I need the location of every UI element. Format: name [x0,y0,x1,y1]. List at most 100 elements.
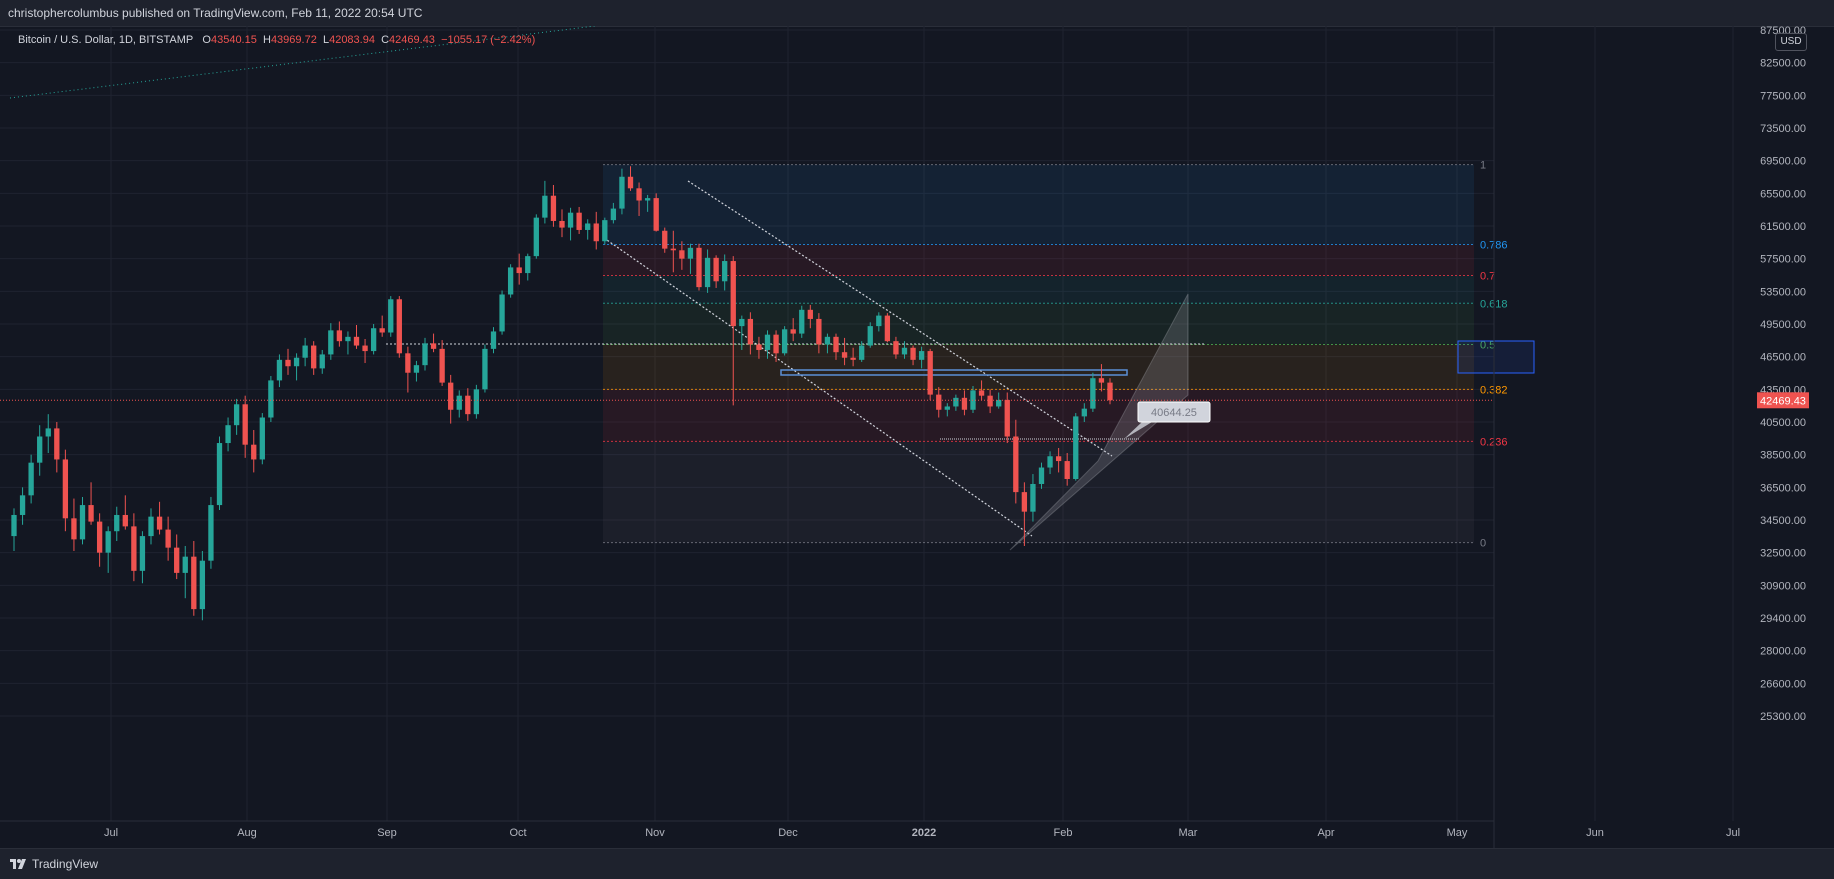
callout-pointer [1124,422,1152,439]
candle-body [884,315,891,342]
candle-body [251,444,257,460]
candle-body [422,343,428,366]
candle-body [833,336,839,353]
high-label: H [262,34,271,46]
tradingview-logo-icon [10,859,26,869]
candle-body [619,176,625,209]
candle-body [54,428,60,460]
time-tick-label: Oct [509,827,526,839]
brand-name: TradingView [32,857,99,871]
candle-body [850,357,856,360]
brand[interactable]: TradingView [10,857,98,871]
candle-body [122,514,128,527]
candle-body [268,380,274,418]
fib-zone [603,389,1474,442]
target-box [1457,340,1535,374]
candle-body [542,195,548,218]
fib-zone [603,441,1474,543]
price-tick-label: 65500.00 [1760,188,1806,200]
fib-level-label: 0.5 [1480,339,1495,351]
candle-body [773,334,779,354]
candle-body [413,365,420,373]
candle-body [1073,416,1079,480]
fib-zone [603,244,1474,276]
candle-body [311,345,317,369]
candle-body [302,345,308,358]
candle-body [233,404,240,426]
resistance-box [780,369,1128,376]
candle-body [430,343,437,349]
price-tick-label: 29400.00 [1760,613,1806,625]
candle-body [499,294,505,332]
candle-body [225,425,231,444]
candle-body [1013,436,1019,493]
time-tick-label: Jun [1586,827,1604,839]
candle-body [37,436,43,463]
symbol-legend: Bitcoin / U.S. Dollar, 1D, BITSTAMP O435… [18,34,535,46]
price-tick-label: 38500.00 [1760,450,1806,462]
candle-body [893,341,899,355]
fib-zone [603,344,1474,390]
time-axis[interactable]: Jul Aug Sep Oct Nov Dec 2022 Feb Mar Apr May Jun Jul [0,820,1740,839]
candle-body [456,395,462,410]
candle-body [516,267,522,274]
candle-body [1081,408,1087,417]
candle-body [28,462,34,496]
candle-body [533,217,539,257]
price-tick-label: 53500.00 [1760,286,1806,298]
time-tick-label: Feb [1054,827,1073,839]
price-axis[interactable]: 87500.00 82500.00 77500.00 73500.00 69500.00… [1493,26,1806,848]
callout-box [1137,401,1211,423]
close-label: C [381,34,390,46]
candle-body [276,359,283,381]
time-tick-label: May [1447,827,1468,839]
time-tick-label: Nov [645,827,665,839]
last-price-tag-label: 42469.43 [1760,395,1806,407]
candle-body [576,212,582,230]
candle-body [859,345,865,360]
price-tick-label: 40500.00 [1760,417,1806,429]
price-tick-label: 61500.00 [1760,221,1806,233]
candle-body [593,223,599,242]
channel-lower-line [603,237,1033,537]
time-tick-label: Dec [778,827,798,839]
candle-body [114,514,120,532]
fib-level-label: 0 [1480,538,1486,550]
candle-body [379,328,385,333]
candle-body [867,326,873,346]
candle-body [336,330,343,342]
price-tick-label: 28000.00 [1760,646,1806,658]
currency-label[interactable]: USD [1775,33,1807,51]
last-price-tag: 42469.43 [1757,392,1809,409]
open-label: O [202,34,211,46]
candle-body [910,347,916,360]
candle-body [602,220,608,242]
candle-body [242,404,248,445]
candle-body [362,345,368,352]
price-tick-label: 49500.00 [1760,319,1806,331]
price-tick-label: 87500.00 [1760,26,1806,37]
candle-body [439,348,445,383]
candle-body [148,516,154,537]
candle-body [567,212,574,228]
time-tick-label: 2022 [912,827,936,839]
candle-body [739,318,745,327]
low-label: L [322,34,330,46]
candle-body [174,547,180,573]
price-tick-label: 57500.00 [1760,254,1806,266]
candle-body [370,328,377,352]
candle-body [936,394,942,410]
price-tick-label: 26600.00 [1760,678,1806,690]
candle-body [987,395,993,407]
candle-body [259,417,265,460]
candle-body [208,505,214,561]
candle-body [388,299,394,333]
fib-level-label: 1 [1480,160,1486,172]
change-value: −1055.17 (−2.42%) [441,34,536,46]
time-tick-label: Aug [237,827,257,839]
candle-body [559,220,565,228]
candle-body [1047,456,1053,468]
candle-body [764,334,771,350]
